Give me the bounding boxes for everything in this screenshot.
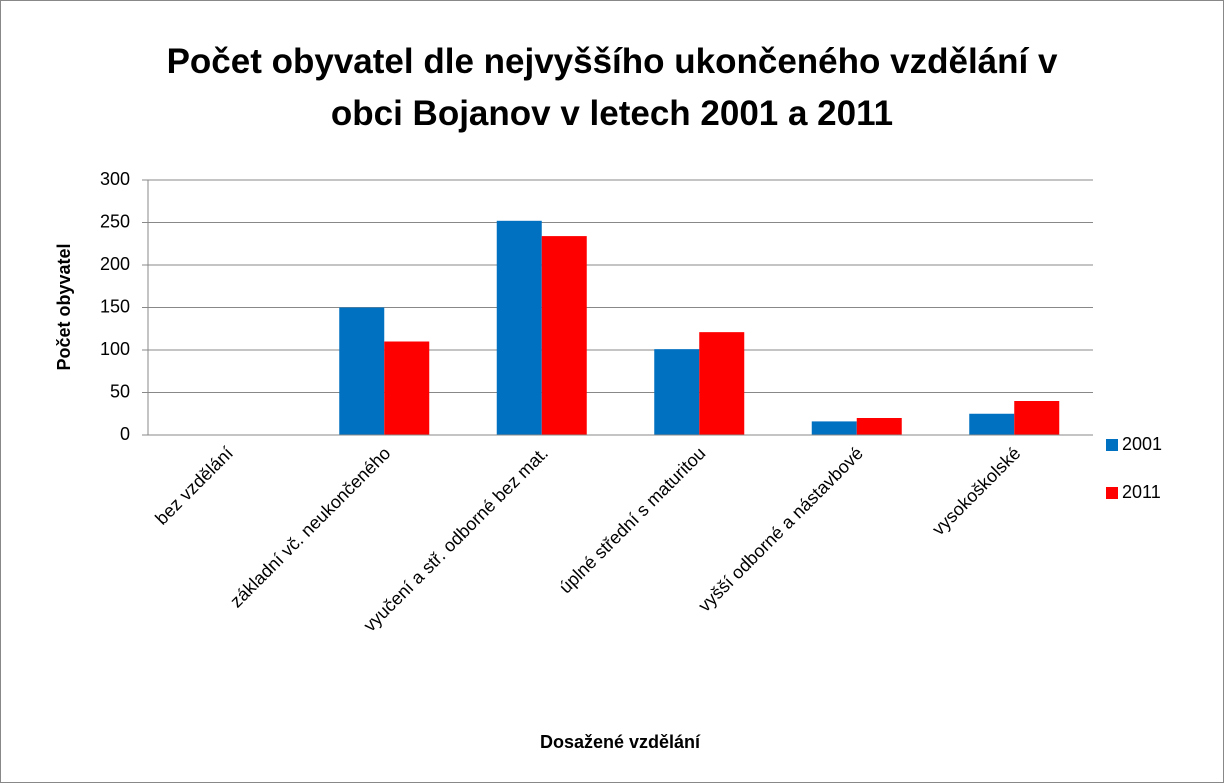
- bar: [654, 349, 700, 435]
- bar: [699, 332, 745, 435]
- bar: [969, 413, 1015, 435]
- y-tick-label: 150: [100, 296, 130, 316]
- bar: [339, 307, 385, 435]
- bar: [496, 220, 542, 435]
- legend-swatch: [1106, 487, 1118, 499]
- legend-label: 2001: [1122, 434, 1162, 454]
- y-tick-label: 200: [100, 254, 130, 274]
- legend-label: 2011: [1122, 482, 1161, 502]
- bar: [541, 236, 587, 435]
- chart-title: Počet obyvatel dle nejvyššího ukončeného…: [166, 42, 1058, 133]
- y-axis-label: Počet obyvatel: [54, 243, 74, 370]
- y-tick-label: 50: [110, 381, 130, 401]
- x-axis-label: Dosažené vzdělání: [540, 732, 701, 752]
- legend-swatch: [1106, 439, 1118, 451]
- bar: [1014, 401, 1060, 435]
- bar: [856, 418, 902, 435]
- y-tick-label: 250: [100, 211, 130, 231]
- y-tick-label: 300: [100, 169, 130, 189]
- y-tick-label: 100: [100, 339, 130, 359]
- bar: [384, 341, 430, 435]
- bar: [811, 421, 857, 435]
- y-tick-label: 0: [120, 424, 130, 444]
